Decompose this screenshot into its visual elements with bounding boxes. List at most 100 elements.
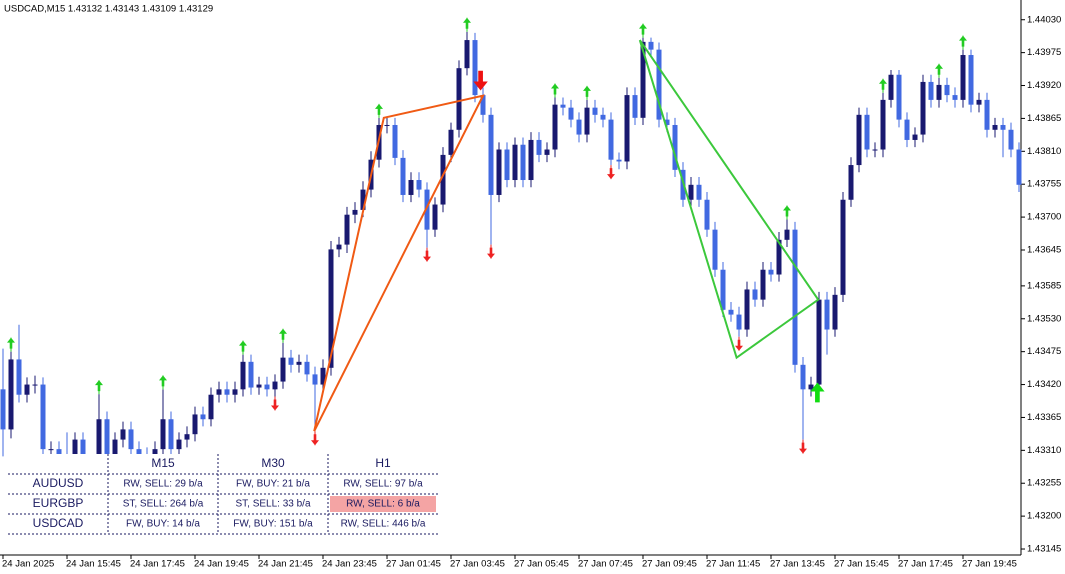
y-tick-label: 1.43755 bbox=[1027, 179, 1061, 190]
table-highlight bbox=[330, 496, 436, 512]
table-bg bbox=[8, 454, 438, 534]
x-tick-label: 27 Jan 15:45 bbox=[834, 559, 889, 570]
candle-body bbox=[504, 149, 510, 181]
pattern-line bbox=[638, 39, 820, 360]
candle-body bbox=[832, 294, 838, 330]
candle-body bbox=[824, 299, 830, 330]
x-tick-label: 27 Jan 01:45 bbox=[386, 559, 441, 570]
candle-body bbox=[432, 204, 438, 230]
candle-body bbox=[200, 414, 206, 420]
candle-body bbox=[160, 419, 166, 450]
candle-body bbox=[544, 149, 550, 155]
candle-body bbox=[816, 299, 822, 385]
candle-body bbox=[904, 119, 910, 140]
candle-body bbox=[464, 40, 470, 69]
fractal-arrow bbox=[159, 375, 167, 387]
fractal-arrow bbox=[271, 399, 279, 411]
candle-body bbox=[848, 165, 854, 200]
candle-body bbox=[328, 249, 334, 368]
y-tick-label: 1.43645 bbox=[1027, 245, 1061, 256]
candle-body bbox=[344, 214, 350, 245]
chart-title: USDCAD,M15 1.43132 1.43143 1.43109 1.431… bbox=[4, 4, 213, 15]
candle-body bbox=[1008, 129, 1014, 150]
fractal-arrow bbox=[463, 17, 471, 29]
y-tick-label: 1.43310 bbox=[1027, 445, 1061, 456]
candle-body bbox=[608, 119, 614, 160]
candle-body bbox=[528, 139, 534, 181]
candle-body bbox=[440, 154, 446, 205]
x-tick-label: 27 Jan 17:45 bbox=[898, 559, 953, 570]
candle-body bbox=[856, 114, 862, 166]
x-tick-label: 24 Jan 15:45 bbox=[66, 559, 121, 570]
candle-body bbox=[384, 124, 390, 126]
fractal-arrow bbox=[279, 328, 287, 340]
y-tick-label: 1.43475 bbox=[1027, 346, 1061, 357]
row-symbol: EURGBP bbox=[33, 496, 84, 510]
candle-body bbox=[176, 439, 182, 450]
candle-body bbox=[872, 149, 878, 151]
candle-body bbox=[864, 114, 870, 150]
x-tick-label: 24 Jan 21:45 bbox=[258, 559, 313, 570]
candle-body bbox=[488, 114, 494, 195]
candle-body bbox=[880, 99, 886, 150]
x-tick-label: 24 Jan 17:45 bbox=[130, 559, 185, 570]
candle-body bbox=[536, 139, 542, 155]
candle-body bbox=[944, 84, 950, 96]
row-symbol: AUDUSD bbox=[33, 476, 84, 490]
candle-body bbox=[992, 124, 998, 130]
table-cell: RW, SELL: 446 b/a bbox=[341, 519, 426, 530]
y-tick-label: 1.44030 bbox=[1027, 14, 1061, 25]
candle-body bbox=[408, 180, 414, 195]
y-tick-label: 1.43920 bbox=[1027, 80, 1061, 91]
y-tick-label: 1.43420 bbox=[1027, 379, 1061, 390]
candle-body bbox=[584, 107, 590, 135]
fractal-arrow bbox=[783, 205, 791, 217]
candle-body bbox=[896, 74, 902, 120]
candle-body bbox=[248, 361, 254, 388]
pattern-line bbox=[313, 94, 485, 432]
candle-body bbox=[688, 184, 694, 200]
candle-body bbox=[224, 389, 230, 395]
fractal-arrow bbox=[799, 442, 807, 454]
fractal-arrow bbox=[423, 250, 431, 262]
candle-body bbox=[968, 55, 974, 105]
candle-body bbox=[784, 229, 790, 240]
candle-body bbox=[312, 374, 318, 385]
table-cell: RW, SELL: 97 b/a bbox=[343, 479, 423, 490]
candle-body bbox=[336, 244, 342, 250]
candle-body bbox=[520, 144, 526, 181]
candle-body bbox=[808, 384, 814, 390]
table-cell: FW, BUY: 14 b/a bbox=[126, 519, 200, 530]
column-header: H1 bbox=[375, 456, 391, 470]
x-tick-label: 24 Jan 2025 bbox=[2, 559, 54, 570]
candle-body bbox=[952, 95, 958, 100]
table-cell: ST, SELL: 264 b/a bbox=[123, 499, 204, 510]
fractal-arrow bbox=[959, 35, 967, 47]
candle-body bbox=[424, 189, 430, 230]
x-tick-label: 24 Jan 23:45 bbox=[322, 559, 377, 570]
fractal-arrow bbox=[311, 434, 319, 446]
y-tick-label: 1.43365 bbox=[1027, 412, 1061, 423]
candle-body bbox=[632, 95, 638, 118]
fractal-arrow bbox=[7, 337, 15, 349]
y-tick-label: 1.43810 bbox=[1027, 146, 1061, 157]
candle-body bbox=[744, 289, 750, 330]
table-cell: FW, BUY: 151 b/a bbox=[233, 519, 313, 530]
candle-body bbox=[192, 414, 198, 435]
fractal-arrow bbox=[95, 380, 103, 392]
candle-body bbox=[272, 381, 278, 390]
candle-body bbox=[720, 269, 726, 310]
candle-body bbox=[16, 359, 22, 395]
candle-body bbox=[0, 389, 6, 430]
fractal-arrow bbox=[487, 247, 495, 259]
candle-body bbox=[616, 159, 622, 162]
candle-body bbox=[984, 99, 990, 130]
candle-body bbox=[920, 81, 926, 135]
candle-body bbox=[128, 429, 134, 450]
candle-body bbox=[568, 107, 574, 120]
candle-body bbox=[928, 81, 934, 100]
x-tick-label: 27 Jan 13:45 bbox=[770, 559, 825, 570]
candle-body bbox=[24, 384, 30, 395]
signal-arrow bbox=[810, 382, 825, 403]
